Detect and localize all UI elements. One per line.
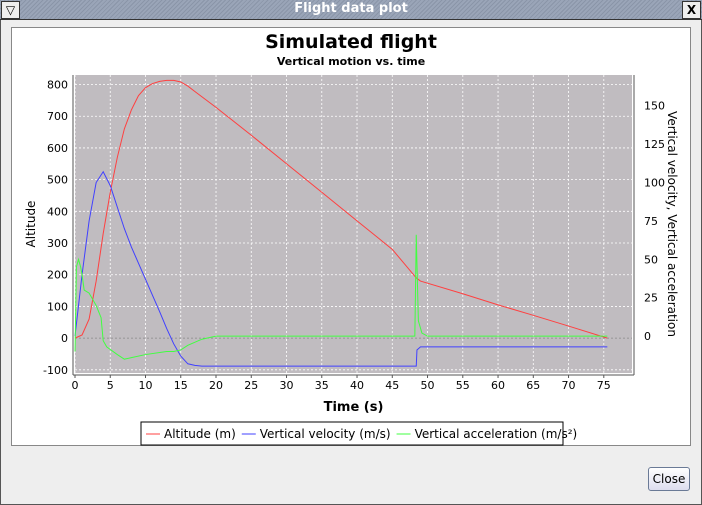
window-title: Flight data plot: [294, 1, 408, 16]
y-tick-label: 100: [47, 300, 68, 313]
y2-tick-label: 150: [644, 100, 665, 113]
x-tick-label: 50: [421, 379, 435, 392]
y2-tick-label: 50: [644, 253, 658, 266]
close-button[interactable]: Close: [648, 467, 690, 491]
x-tick-label: 75: [597, 379, 611, 392]
x-tick-label: 45: [385, 379, 399, 392]
x-tick-label: 55: [456, 379, 470, 392]
legend: [140, 421, 564, 446]
y2-tick-label: 0: [644, 330, 651, 343]
chart-title: Simulated flight: [265, 31, 437, 53]
series-line-0: [74, 79, 608, 339]
plot-area: [75, 75, 632, 373]
x-tick-label: 15: [174, 379, 188, 392]
window-menu-icon[interactable]: ▽: [1, 1, 20, 19]
x-tick-label: 40: [350, 379, 364, 392]
y-tick-label: 300: [47, 237, 68, 250]
title-bar: ▽ Flight data plot X: [0, 0, 702, 20]
x-tick-label: 20: [209, 379, 223, 392]
x-tick-label: 0: [72, 379, 79, 392]
y-tick-label: 800: [47, 79, 68, 92]
legend-label-1: Vertical velocity (m/s): [260, 427, 391, 441]
y-axis-label: Altitude: [24, 201, 38, 248]
y-tick-label: 600: [47, 142, 68, 155]
y2-tick-label: 75: [644, 215, 658, 228]
y2-tick-label: 125: [644, 138, 665, 151]
x-tick-label: 65: [526, 379, 540, 392]
series-line-1: [74, 170, 608, 367]
series-line-2: [74, 234, 608, 360]
chart-subtitle: Vertical motion vs. time: [277, 55, 425, 68]
y-tick-label: 200: [47, 269, 68, 282]
x-tick-label: 25: [244, 379, 258, 392]
x-tick-label: 10: [139, 379, 153, 392]
y-tick-label: -100: [43, 364, 68, 377]
close-icon[interactable]: X: [682, 1, 701, 19]
x-tick-label: 60: [491, 379, 505, 392]
legend-label-0: Altitude (m): [164, 427, 236, 441]
x-axis-label: Time (s): [324, 400, 384, 415]
y-tick-label: 500: [47, 174, 68, 187]
x-tick-label: 35: [315, 379, 329, 392]
x-tick-label: 70: [562, 379, 576, 392]
y-tick-label: 400: [47, 205, 68, 218]
y2-tick-label: 100: [644, 177, 665, 190]
y-tick-label: 0: [61, 332, 68, 345]
y2-axis-label: Vertical velocity, Vertical acceleration: [665, 111, 679, 337]
legend-label-2: Vertical acceleration (m/s²): [415, 427, 578, 441]
y2-tick-label: 25: [644, 292, 658, 305]
x-tick-label: 30: [280, 379, 294, 392]
x-tick-label: 5: [107, 379, 114, 392]
y-tick-label: 700: [47, 110, 68, 123]
